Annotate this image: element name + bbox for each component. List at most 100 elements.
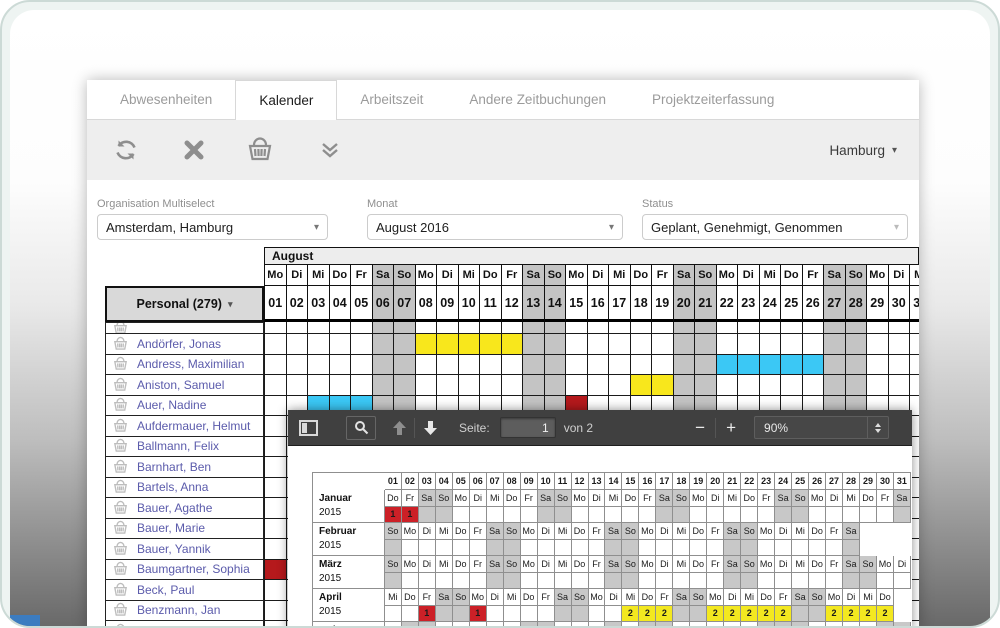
day-cell[interactable] (629, 375, 651, 395)
day-cell[interactable] (371, 322, 393, 333)
day-cell[interactable] (307, 334, 329, 354)
employee-name-link[interactable]: Baumgartner, Sophia (137, 562, 250, 577)
day-cell[interactable] (264, 436, 286, 456)
day-cell[interactable] (328, 375, 350, 395)
day-cell[interactable] (414, 322, 436, 333)
page-down-button[interactable] (415, 420, 445, 436)
page-up-button[interactable] (384, 420, 414, 436)
tab-projektzeiterfassung[interactable]: Projektzeiterfassung (652, 92, 775, 107)
day-cell[interactable] (328, 334, 350, 354)
day-cell[interactable] (694, 375, 716, 395)
employee-name-link[interactable]: Andörfer, Jonas (137, 336, 222, 351)
basket-icon[interactable] (112, 602, 129, 618)
day-cell[interactable] (436, 375, 458, 395)
basket-icon[interactable] (112, 322, 129, 334)
day-cell[interactable] (457, 334, 479, 354)
basket-button[interactable] (243, 134, 277, 166)
day-cell[interactable] (715, 334, 737, 354)
day-cell[interactable] (371, 354, 393, 374)
day-cell[interactable] (651, 334, 673, 354)
employee-name-link[interactable]: Bartels, Anna (137, 480, 209, 495)
day-cell[interactable] (672, 322, 694, 333)
day-cell[interactable] (479, 354, 501, 374)
basket-icon[interactable] (112, 561, 129, 577)
day-cell[interactable] (909, 334, 919, 354)
day-cell[interactable] (522, 375, 544, 395)
day-cell[interactable] (479, 375, 501, 395)
basket-icon[interactable] (112, 377, 129, 393)
day-cell[interactable] (264, 621, 286, 626)
day-cell[interactable] (909, 375, 919, 395)
day-cell[interactable] (694, 334, 716, 354)
day-cell[interactable] (887, 322, 909, 333)
day-cell[interactable] (500, 375, 522, 395)
day-cell[interactable] (866, 354, 888, 374)
employee-name-link[interactable]: Andress, Maximilian (137, 357, 245, 372)
day-cell[interactable] (758, 354, 780, 374)
day-cell[interactable] (737, 334, 759, 354)
basket-icon[interactable] (112, 500, 129, 516)
day-cell[interactable] (801, 354, 823, 374)
day-cell[interactable] (909, 354, 919, 374)
day-cell[interactable] (780, 322, 802, 333)
day-cell[interactable] (264, 322, 286, 333)
personal-header[interactable]: Personal (279) ▾ (105, 286, 264, 322)
day-cell[interactable] (350, 375, 372, 395)
basket-icon[interactable] (112, 397, 129, 413)
basket-icon[interactable] (112, 459, 129, 475)
day-cell[interactable] (285, 322, 307, 333)
day-cell[interactable] (522, 334, 544, 354)
employee-name-link[interactable]: Bauer, Agathe (137, 500, 213, 515)
day-cell[interactable] (285, 354, 307, 374)
day-cell[interactable] (758, 334, 780, 354)
day-cell[interactable] (887, 354, 909, 374)
day-cell[interactable] (436, 334, 458, 354)
day-cell[interactable] (264, 457, 286, 477)
day-cell[interactable] (436, 354, 458, 374)
employee-name-link[interactable]: Bauer, Marie (137, 521, 206, 536)
day-cell[interactable] (543, 375, 565, 395)
day-cell[interactable] (672, 354, 694, 374)
collapse-button[interactable] (313, 134, 347, 166)
day-cell[interactable] (414, 354, 436, 374)
monat-select[interactable]: August 2016 ▾ (367, 214, 623, 240)
day-cell[interactable] (543, 322, 565, 333)
day-cell[interactable] (629, 354, 651, 374)
day-cell[interactable] (866, 322, 888, 333)
day-cell[interactable] (715, 354, 737, 374)
day-cell[interactable] (866, 334, 888, 354)
day-cell[interactable] (350, 322, 372, 333)
day-cell[interactable] (264, 375, 286, 395)
day-cell[interactable] (264, 498, 286, 518)
tab-abwesenheiten[interactable]: Abwesenheiten (120, 92, 213, 107)
day-cell[interactable] (565, 322, 587, 333)
day-cell[interactable] (586, 354, 608, 374)
day-cell[interactable] (586, 322, 608, 333)
day-cell[interactable] (307, 354, 329, 374)
day-cell[interactable] (629, 334, 651, 354)
day-cell[interactable] (608, 354, 630, 374)
day-cell[interactable] (758, 375, 780, 395)
zoom-in-button[interactable]: + (726, 417, 737, 437)
day-cell[interactable] (393, 375, 415, 395)
day-cell[interactable] (608, 334, 630, 354)
day-cell[interactable] (479, 322, 501, 333)
day-cell[interactable] (500, 322, 522, 333)
basket-icon[interactable] (112, 623, 129, 626)
clear-button[interactable] (177, 134, 211, 166)
day-cell[interactable] (586, 375, 608, 395)
organisation-select[interactable]: Amsterdam, Hamburg ▾ (97, 214, 328, 240)
day-cell[interactable] (457, 354, 479, 374)
basket-icon[interactable] (112, 418, 129, 434)
day-cell[interactable] (436, 322, 458, 333)
day-cell[interactable] (264, 580, 286, 600)
day-cell[interactable] (457, 322, 479, 333)
day-cell[interactable] (801, 334, 823, 354)
day-cell[interactable] (371, 375, 393, 395)
day-cell[interactable] (651, 322, 673, 333)
day-cell[interactable] (264, 539, 286, 559)
day-cell[interactable] (522, 322, 544, 333)
day-cell[interactable] (264, 477, 286, 497)
day-cell[interactable] (393, 334, 415, 354)
day-cell[interactable] (307, 375, 329, 395)
